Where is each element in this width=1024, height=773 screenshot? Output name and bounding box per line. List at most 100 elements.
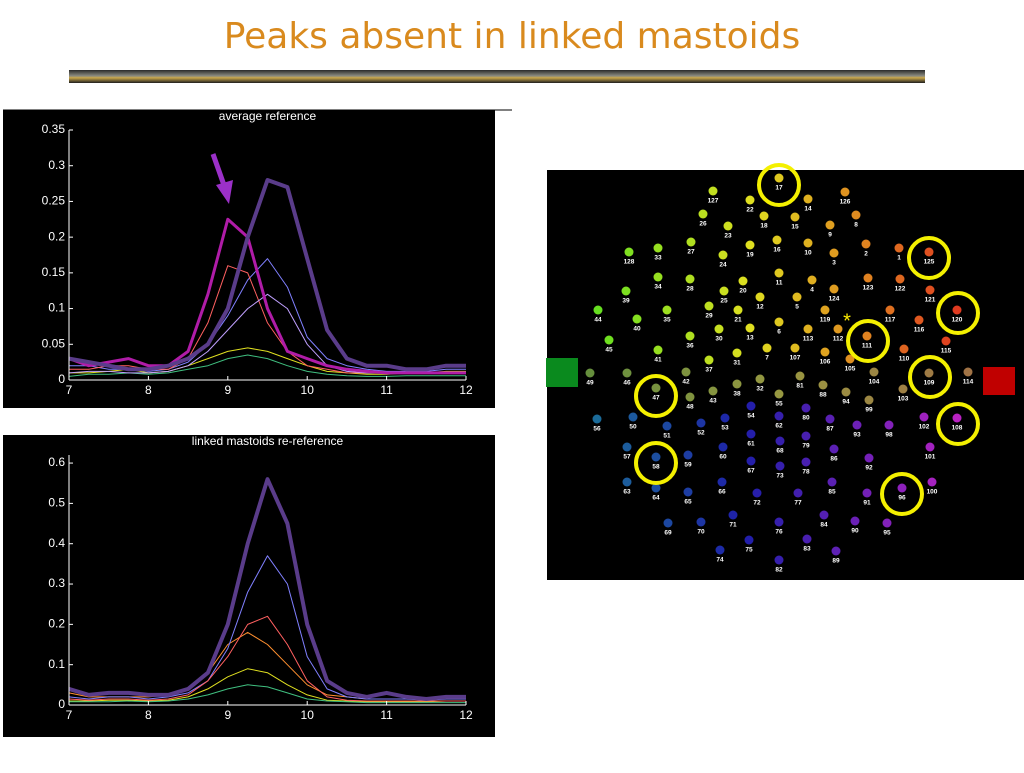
electrode [803, 324, 813, 334]
electrode [653, 243, 663, 253]
electrode [884, 420, 894, 430]
arrow [210, 153, 233, 204]
electrode-label: 21 [734, 317, 742, 324]
electrode-label: 109 [924, 380, 935, 387]
electrode [790, 212, 800, 222]
y-tick-label: 0 [58, 697, 65, 711]
electrode [728, 510, 738, 520]
electrode [827, 477, 837, 487]
data-line [69, 668, 466, 703]
electrode [795, 371, 805, 381]
electrode [803, 238, 813, 248]
electrode [622, 368, 632, 378]
electrode [745, 323, 755, 333]
electrode [663, 518, 673, 528]
electrode [759, 211, 769, 221]
electrode-label: 82 [775, 567, 783, 574]
electrode-label: 15 [791, 224, 799, 231]
electrode-label: 56 [593, 426, 601, 433]
electrode [762, 343, 772, 353]
electrode-label: 119 [820, 317, 831, 324]
electrode-label: 87 [826, 426, 834, 433]
electrode-label: 68 [776, 448, 784, 455]
electrode-label: 104 [869, 379, 880, 386]
electrode-label: 37 [705, 367, 713, 374]
electrode-label: 102 [919, 424, 930, 431]
electrode-label: 49 [586, 380, 594, 387]
electrode-label: 126 [840, 199, 851, 206]
electrode-label: 63 [623, 489, 631, 496]
electrode [685, 392, 695, 402]
electrode [708, 386, 718, 396]
electrode-label: 38 [733, 391, 741, 398]
electrode [683, 450, 693, 460]
electrode [825, 220, 835, 230]
electrode [752, 488, 762, 498]
electrode-label: 7 [765, 355, 769, 362]
electrode-label: 81 [796, 383, 804, 390]
electrode-label: 116 [914, 327, 925, 334]
electrode-label: 117 [885, 317, 896, 324]
electrode [723, 221, 733, 231]
y-tick-label: 0.4 [48, 536, 65, 550]
electrode [774, 555, 784, 565]
electrode-label: 70 [697, 529, 705, 536]
electrode [622, 442, 632, 452]
electrode-label: 94 [842, 399, 850, 406]
electrode [825, 414, 835, 424]
electrode-label: 71 [729, 522, 737, 529]
x-tick-label: 8 [145, 383, 152, 397]
electrode-label: 111 [862, 343, 873, 350]
electrode [593, 305, 603, 315]
electrode-label: 8 [854, 222, 858, 229]
electrode [622, 477, 632, 487]
electrode [746, 429, 756, 439]
electrode [790, 343, 800, 353]
electrode-label: 29 [705, 313, 713, 320]
electrode-label: 50 [629, 424, 637, 431]
electrode [738, 276, 748, 286]
electrode-label: 85 [828, 489, 836, 496]
electrode [628, 412, 638, 422]
electrode [924, 368, 934, 378]
electrode [818, 380, 828, 390]
electrode [864, 453, 874, 463]
electrode-label: 24 [719, 262, 727, 269]
electrode [585, 368, 595, 378]
electrode [841, 387, 851, 397]
electrode [704, 355, 714, 365]
y-tick-label: 0.05 [42, 336, 66, 350]
electrode-label: 31 [733, 360, 741, 367]
electrode-label: 89 [832, 558, 840, 565]
electrode [775, 461, 785, 471]
electrode-label: 69 [664, 530, 672, 537]
electrode [733, 305, 743, 315]
electrode [851, 210, 861, 220]
chart-panel [3, 435, 495, 737]
electrode-label: 46 [623, 380, 631, 387]
electrode [774, 411, 784, 421]
electrode [662, 421, 672, 431]
electrode-label: 28 [686, 286, 694, 293]
electrode-label: 67 [747, 468, 755, 475]
electrode-label: 114 [963, 379, 974, 386]
electrode-label: 123 [863, 285, 874, 292]
electrode [686, 237, 696, 247]
electrode [685, 274, 695, 284]
electrode-label: 62 [775, 423, 783, 430]
electrode-label: 53 [721, 425, 729, 432]
electrode [774, 517, 784, 527]
electrode-label: 32 [756, 386, 764, 393]
electrode-label: 11 [776, 280, 783, 287]
x-tick-label: 9 [224, 383, 231, 397]
y-tick-label: 0.15 [42, 265, 66, 279]
electrode-label: 39 [622, 298, 630, 305]
electrode [840, 187, 850, 197]
electrode-label: 113 [803, 336, 814, 343]
electrode [852, 420, 862, 430]
electrode-label: 90 [851, 528, 859, 535]
electrode [898, 384, 908, 394]
x-tick-label: 11 [380, 383, 393, 397]
x-tick-label: 12 [459, 708, 473, 722]
electrode-label: 78 [802, 469, 810, 476]
